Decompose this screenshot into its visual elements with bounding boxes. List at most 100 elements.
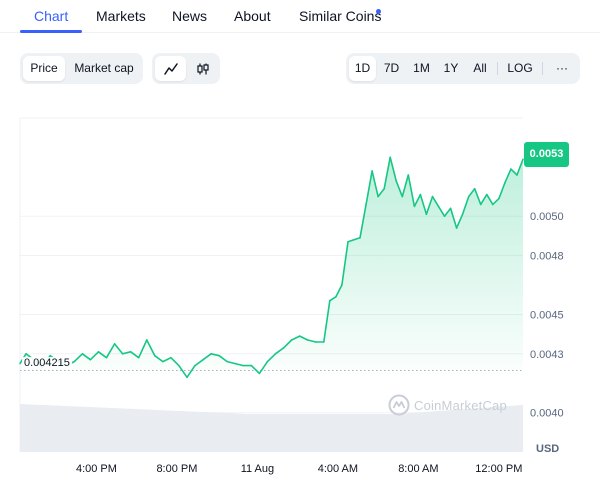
- range-7d-button[interactable]: 7D: [383, 61, 400, 75]
- price-line-segment: [498, 182, 506, 200]
- price-line-segment: [431, 195, 440, 208]
- range-1m-button[interactable]: 1M: [413, 61, 430, 75]
- active-tab-indicator: [20, 30, 82, 33]
- price-line-segment: [266, 353, 277, 363]
- price-line-segment: [154, 354, 164, 363]
- line-chart-icon: [163, 62, 178, 75]
- x-tick-label: 8:00 PM: [156, 463, 197, 475]
- x-tick-label: 8:00 AM: [398, 463, 438, 475]
- price-line-segment: [202, 353, 212, 361]
- price-line-segment: [194, 358, 204, 367]
- metric-toggle: Price Market cap: [20, 53, 143, 84]
- y-tick-label: 0.0048: [530, 251, 564, 263]
- price-line-segment: [504, 168, 512, 184]
- price-line-segment: [81, 353, 92, 361]
- y-tick-label: 0.0045: [530, 309, 564, 321]
- price-line-segment: [413, 193, 422, 208]
- watermark: CoinMarketCap: [388, 394, 507, 416]
- price-line-segment: [322, 299, 331, 343]
- tab-news[interactable]: News: [172, 8, 208, 24]
- price-line-segment: [425, 195, 434, 216]
- price-line-segment: [516, 158, 524, 176]
- x-tick-label: 11 Aug: [241, 463, 274, 475]
- more-options-button[interactable]: ···: [556, 61, 568, 75]
- watermark-text: CoinMarketCap: [414, 397, 507, 413]
- price-line-segment: [274, 347, 285, 355]
- price-line-segment: [377, 187, 386, 198]
- price-line-segment: [162, 356, 172, 363]
- x-tick-label: 4:00 PM: [76, 463, 117, 475]
- price-chart-svg: 0.0040 0.0043 0.0045 0.0048 0.0050 4:00 PM 8:0…: [19, 117, 564, 475]
- range-all-button[interactable]: All: [473, 61, 487, 75]
- price-line-segment: [347, 239, 355, 243]
- price-line-segment: [170, 356, 180, 367]
- price-line-segment: [186, 364, 196, 379]
- price-line-segment: [389, 156, 398, 182]
- tab-similar-coins[interactable]: Similar Coins: [299, 8, 382, 24]
- price-line-segment: [449, 207, 458, 229]
- price-line-segment: [73, 353, 84, 363]
- notification-dot: [376, 9, 381, 14]
- tab-bar: Chart Markets News About Similar Coins: [0, 0, 600, 33]
- log-scale-button[interactable]: LOG: [507, 61, 533, 75]
- price-line-segment: [491, 197, 500, 206]
- currency-label: USD: [536, 443, 560, 455]
- range-1d-button[interactable]: 1D: [349, 56, 376, 81]
- price-line-segment: [178, 364, 188, 379]
- price-line-segment: [359, 203, 367, 239]
- price-line-segment: [146, 339, 156, 357]
- price-line-segment: [437, 205, 446, 217]
- price-line-segment: [105, 343, 116, 359]
- time-range-toggle: 1D 7D 1M 1Y All LOG ···: [346, 53, 580, 84]
- price-line-segment: [419, 193, 428, 216]
- price-line-segment: [298, 335, 309, 341]
- tab-markets[interactable]: Markets: [96, 8, 146, 24]
- price-line-segment: [306, 339, 317, 343]
- price-area-fill: [20, 157, 523, 371]
- price-line-segment: [210, 353, 220, 357]
- price-line-segment: [353, 237, 361, 241]
- price-line-segment: [258, 360, 269, 375]
- range-1y-button[interactable]: 1Y: [443, 61, 459, 75]
- price-line-segment: [129, 351, 140, 359]
- tab-chart[interactable]: Chart: [34, 8, 69, 24]
- volume-area: [20, 404, 523, 452]
- open-price-label: 0.004215: [22, 357, 72, 369]
- price-line-segment: [137, 339, 148, 359]
- candlestick-button[interactable]: [187, 56, 218, 81]
- price-line-segment: [479, 193, 488, 206]
- price-line-segment: [485, 193, 494, 206]
- price-line-segment: [341, 241, 349, 286]
- price-line-segment: [335, 284, 343, 298]
- market-cap-button[interactable]: Market cap: [74, 61, 134, 75]
- price-line-segment: [401, 174, 410, 198]
- chart-type-toggle: [152, 53, 220, 84]
- price-line-segment: [371, 170, 379, 198]
- range-divider: [497, 62, 498, 75]
- price-line-segment: [467, 187, 476, 198]
- current-price-badge: 0.0053: [524, 142, 569, 167]
- y-tick-label: 0.0043: [530, 349, 564, 361]
- price-line-segment: [365, 170, 373, 206]
- price-button[interactable]: Price: [23, 56, 65, 81]
- price-line-segment: [218, 354, 228, 363]
- price-line-segment: [510, 168, 518, 176]
- price-line-segment: [407, 174, 416, 208]
- price-chart[interactable]: 0.0040 0.0043 0.0045 0.0048 0.0050 4:00 PM 8:0…: [0, 100, 600, 500]
- tab-about[interactable]: About: [234, 8, 271, 24]
- price-line-segment: [89, 351, 100, 361]
- price-line-segment: [226, 360, 237, 365]
- price-line-segment: [282, 339, 293, 349]
- x-tick-label: 12:00 PM: [475, 463, 522, 475]
- price-line-segment: [455, 213, 464, 229]
- price-line-segment: [395, 180, 404, 198]
- y-tick-label: 0.0040: [530, 408, 564, 420]
- coinmarketcap-logo-icon: [388, 394, 410, 416]
- price-line-segment: [461, 195, 470, 216]
- price-line-segment: [473, 187, 482, 206]
- price-line-segment: [443, 207, 452, 217]
- price-line-segment: [121, 351, 132, 355]
- log-divider: [542, 62, 543, 75]
- price-line-segment: [383, 156, 392, 190]
- line-chart-button[interactable]: [155, 56, 186, 81]
